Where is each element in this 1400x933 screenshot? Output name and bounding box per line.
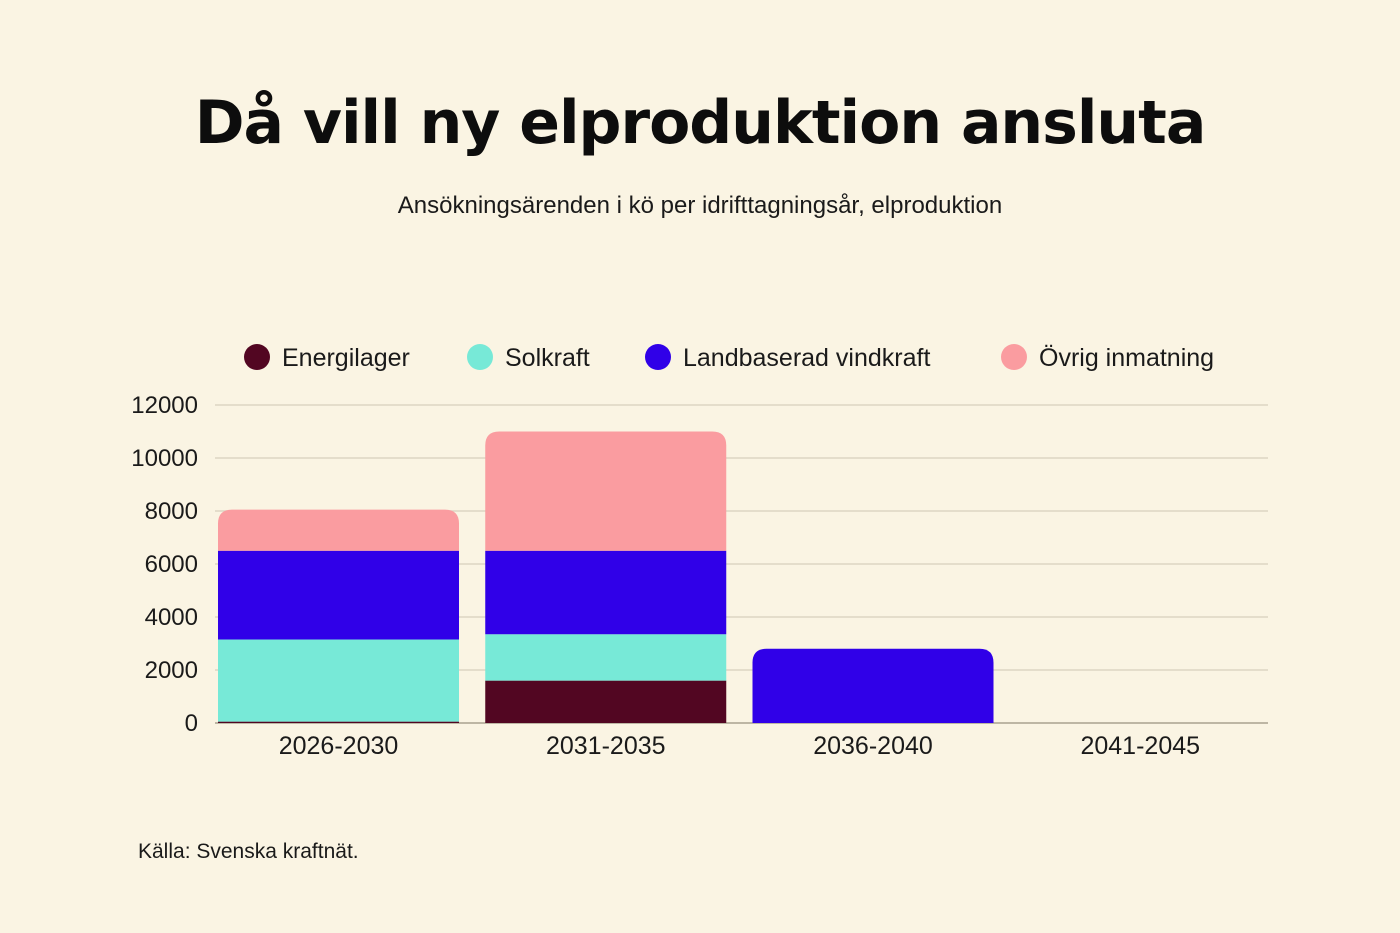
y-tick-label: 0 — [185, 710, 198, 737]
bar-segment-solkraft — [218, 639, 459, 722]
bar-segment-solkraft — [485, 634, 727, 681]
legend-label: Solkraft — [505, 344, 590, 372]
x-tick-label: 2031-2035 — [546, 732, 666, 760]
legend-label: Övrig inmatning — [1039, 344, 1214, 372]
legend-marker — [467, 344, 493, 370]
bar-segment-energilager — [485, 680, 727, 723]
bar-segment--vrig-inmatning — [218, 509, 459, 551]
y-tick-label: 10000 — [131, 445, 198, 472]
x-tick-label: 2041-2045 — [1080, 732, 1200, 760]
bar-segment-landbaserad-vindkraft — [218, 550, 459, 640]
legend-marker — [1001, 344, 1027, 370]
legend-label: Landbaserad vindkraft — [683, 344, 930, 372]
chart-subtitle: Ansökningsärenden i kö per idrifttagning… — [397, 192, 1003, 219]
x-tick-label: 2026-2030 — [279, 732, 399, 760]
y-tick-label: 4000 — [145, 604, 198, 631]
legend-label: Energilager — [282, 344, 410, 372]
bar-segment-landbaserad-vindkraft — [752, 648, 994, 723]
y-tick-label: 6000 — [145, 551, 198, 578]
bar-segment-landbaserad-vindkraft — [485, 550, 727, 635]
legend-marker — [645, 344, 671, 370]
y-tick-label: 8000 — [145, 498, 198, 525]
y-tick-label: 2000 — [145, 657, 198, 684]
legend-marker — [244, 344, 270, 370]
y-tick-label: 12000 — [131, 392, 198, 419]
bar-segment-energilager — [218, 721, 459, 723]
x-tick-label: 2036-2040 — [813, 732, 933, 760]
chart-title: Då vill ny elproduktion ansluta — [194, 88, 1207, 158]
source-note: Källa: Svenska kraftnät. — [138, 840, 359, 863]
bar-segment--vrig-inmatning — [485, 431, 727, 551]
